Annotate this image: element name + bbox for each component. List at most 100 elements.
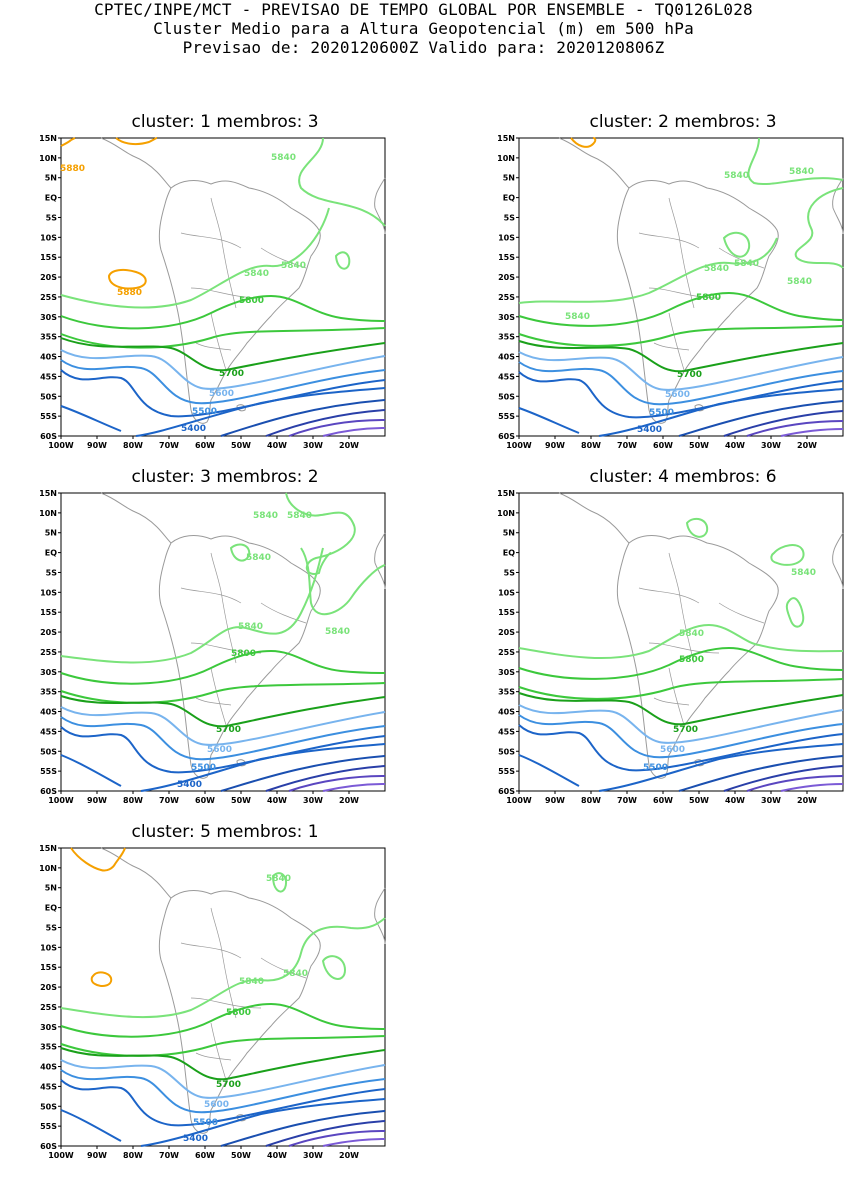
- country-border: [190, 997, 262, 1009]
- coastline-path: [100, 847, 172, 899]
- contour-5600: [60, 706, 386, 746]
- contour-5800: [60, 327, 386, 349]
- lat-tick-label: 40S: [498, 708, 515, 717]
- coastline-path: [374, 177, 386, 235]
- lat-tick-label: 15N: [497, 135, 515, 143]
- country-border: [210, 907, 222, 947]
- map-panel-5: 15N 10N 5N EQ 5S 10S 15S 20S 25S 30S 35S 40S 45S 50S 5…: [39, 845, 386, 1160]
- country-border: [180, 587, 242, 604]
- contour-5800: [518, 646, 844, 680]
- contour-5600: [518, 351, 844, 391]
- lon-tick-label: 60W: [653, 796, 673, 805]
- contour-5400: [518, 743, 844, 792]
- contour-label: 5840: [244, 269, 269, 279]
- lon-tick-label: 60W: [195, 441, 215, 450]
- contour-5880: [60, 137, 76, 147]
- lon-tick-label: 30W: [303, 441, 323, 450]
- country-border: [210, 197, 222, 237]
- country-border: [653, 342, 690, 351]
- contour-5700: [60, 337, 386, 372]
- lat-tick-label: 30S: [498, 668, 515, 677]
- panel-title: cluster: 5 membros: 1: [131, 822, 319, 842]
- country-border: [210, 552, 222, 592]
- contour-label: 5840: [791, 568, 816, 578]
- contour-5800: [60, 1002, 386, 1038]
- lat-tick-label: EQ: [45, 549, 57, 558]
- contour-label: 5840: [679, 629, 704, 639]
- coastline: [100, 137, 386, 424]
- lat-tick-label: 25S: [40, 648, 57, 657]
- map-axes: 15N 10N 5N EQ 5S 10S 15S 20S 25S 30S 35S 40S 45S 50S 5…: [39, 135, 386, 450]
- lon-tick-label: 40W: [725, 796, 745, 805]
- contour-label: 5840: [253, 511, 278, 521]
- lon-tick-label: 60W: [195, 1151, 215, 1160]
- contour-label: 5800: [226, 1008, 251, 1018]
- contour-label: 5800: [679, 655, 704, 665]
- contour-5400: [518, 388, 844, 437]
- lon-tick-label: 90W: [87, 441, 107, 450]
- lat-tick-label: 15N: [39, 135, 57, 143]
- lon-tick-label: 30W: [761, 441, 781, 450]
- contour-5880: [70, 847, 126, 872]
- lon-tick-label: 70W: [159, 441, 179, 450]
- contour-5300: [220, 1110, 386, 1147]
- lat-tick-label: EQ: [45, 194, 57, 203]
- lat-tick-label: 45S: [498, 372, 515, 381]
- lat-tick-label: 10N: [39, 154, 57, 163]
- contour-label: 5840: [266, 874, 291, 884]
- map-axes: 15N 10N 5N EQ 5S 10S 15S 20S 25S 30S 35S 40S 45S 50S 5…: [497, 490, 844, 805]
- lat-tick-label: 35S: [40, 333, 57, 342]
- lon-tick-label: 90W: [87, 796, 107, 805]
- lat-tick-label: 5N: [45, 884, 57, 893]
- contour-5000: [322, 1138, 386, 1147]
- contour-label: 5840: [565, 312, 590, 322]
- contour-label: 5600: [665, 390, 690, 400]
- lat-tick-label: 60S: [40, 787, 57, 796]
- lon-tick-label: 80W: [581, 796, 601, 805]
- lat-tick-label: 35S: [40, 688, 57, 697]
- lat-tick-label: 45S: [40, 372, 57, 381]
- lat-tick-label: 5N: [503, 174, 515, 183]
- lon-tick-label: 100W: [48, 796, 74, 805]
- lon-tick-label: 70W: [159, 796, 179, 805]
- panel-title: cluster: 2 membros: 3: [589, 112, 777, 132]
- contour-label: 5500: [643, 763, 668, 773]
- lat-tick-label: 30S: [498, 313, 515, 322]
- lon-tick-label: 20W: [339, 441, 359, 450]
- lat-tick-label: 35S: [40, 1043, 57, 1052]
- coastline-path: [558, 492, 630, 544]
- lon-tick-label: 100W: [48, 441, 74, 450]
- contour-5840: [300, 547, 386, 616]
- lon-tick-label: 100W: [506, 441, 532, 450]
- coastline-path: [558, 137, 630, 189]
- contour-5500: [60, 716, 386, 761]
- country-border: [668, 312, 685, 371]
- header-line-2: Cluster Medio para a Altura Geopotencial…: [153, 19, 694, 38]
- country-border: [260, 247, 307, 269]
- lat-tick-label: 15S: [40, 963, 57, 972]
- lon-tick-label: 90W: [545, 796, 565, 805]
- contour-label: 5840: [734, 259, 759, 269]
- contour-5200: [723, 765, 844, 792]
- contour-5500: [518, 361, 844, 406]
- lat-tick-label: 20S: [40, 983, 57, 992]
- lat-tick-label: 40S: [40, 353, 57, 362]
- contour-5000: [322, 783, 386, 792]
- coastline-path: [832, 532, 844, 590]
- contour-label: 5840: [283, 969, 308, 979]
- lon-tick-label: 80W: [123, 796, 143, 805]
- lat-tick-label: 50S: [40, 392, 57, 401]
- contour-5400: [60, 369, 386, 418]
- contour-label: 5800: [239, 296, 264, 306]
- lon-tick-label: 50W: [689, 796, 709, 805]
- contour-label: 5880: [60, 164, 85, 174]
- lat-tick-label: 20S: [498, 273, 515, 282]
- contour-label: 5400: [637, 425, 662, 435]
- country-border: [210, 667, 227, 726]
- coastline: [558, 137, 844, 424]
- contour-5200: [265, 765, 386, 792]
- lat-tick-label: 50S: [40, 747, 57, 756]
- contour-5840: [285, 492, 356, 575]
- contour-5600: [60, 349, 386, 390]
- contour-5400: [60, 743, 386, 792]
